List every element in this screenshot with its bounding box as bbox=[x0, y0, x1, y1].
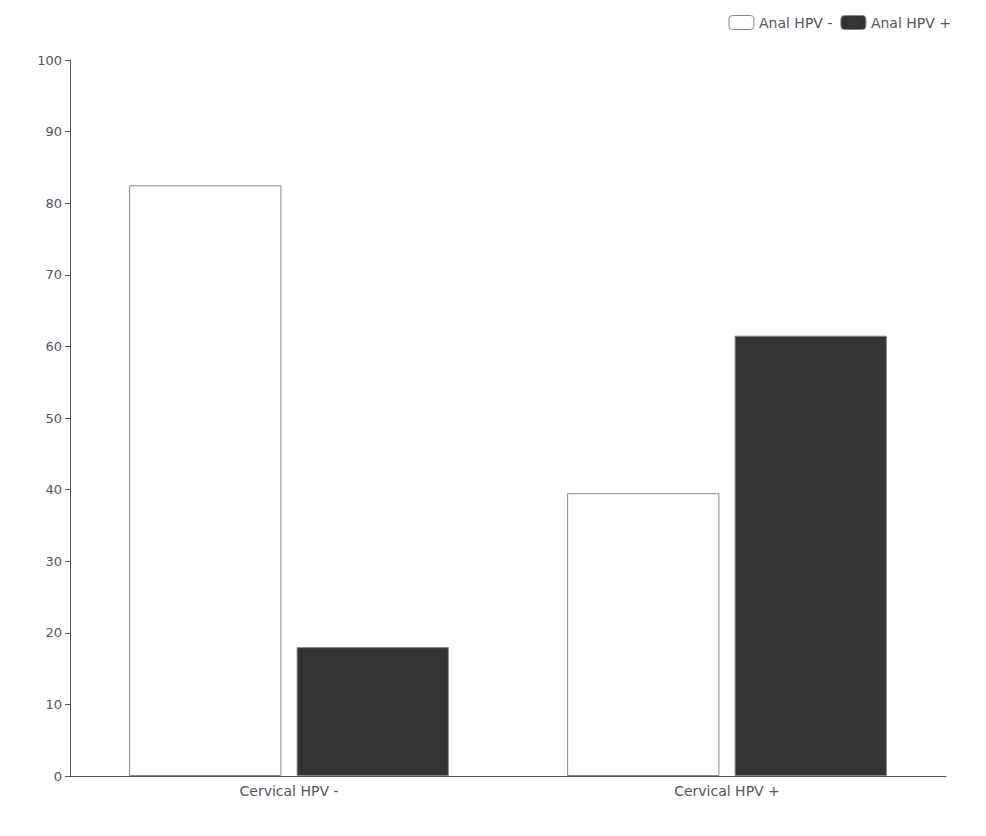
svg-text:60: 60 bbox=[45, 339, 62, 354]
svg-text:50: 50 bbox=[45, 411, 62, 426]
svg-text:Cervical HPV -: Cervical HPV - bbox=[240, 783, 339, 799]
svg-text:0: 0 bbox=[54, 769, 62, 784]
svg-text:10: 10 bbox=[45, 697, 62, 712]
svg-text:30: 30 bbox=[45, 554, 62, 569]
svg-text:Cervical HPV +: Cervical HPV + bbox=[674, 783, 780, 799]
svg-text:90: 90 bbox=[45, 124, 62, 139]
svg-text:Anal HPV -: Anal HPV - bbox=[759, 15, 832, 31]
svg-text:40: 40 bbox=[45, 482, 62, 497]
svg-text:20: 20 bbox=[45, 625, 62, 640]
svg-text:100: 100 bbox=[37, 53, 62, 68]
svg-text:70: 70 bbox=[45, 267, 62, 282]
svg-text:Anal HPV +: Anal HPV + bbox=[871, 15, 951, 31]
svg-text:80: 80 bbox=[45, 196, 62, 211]
